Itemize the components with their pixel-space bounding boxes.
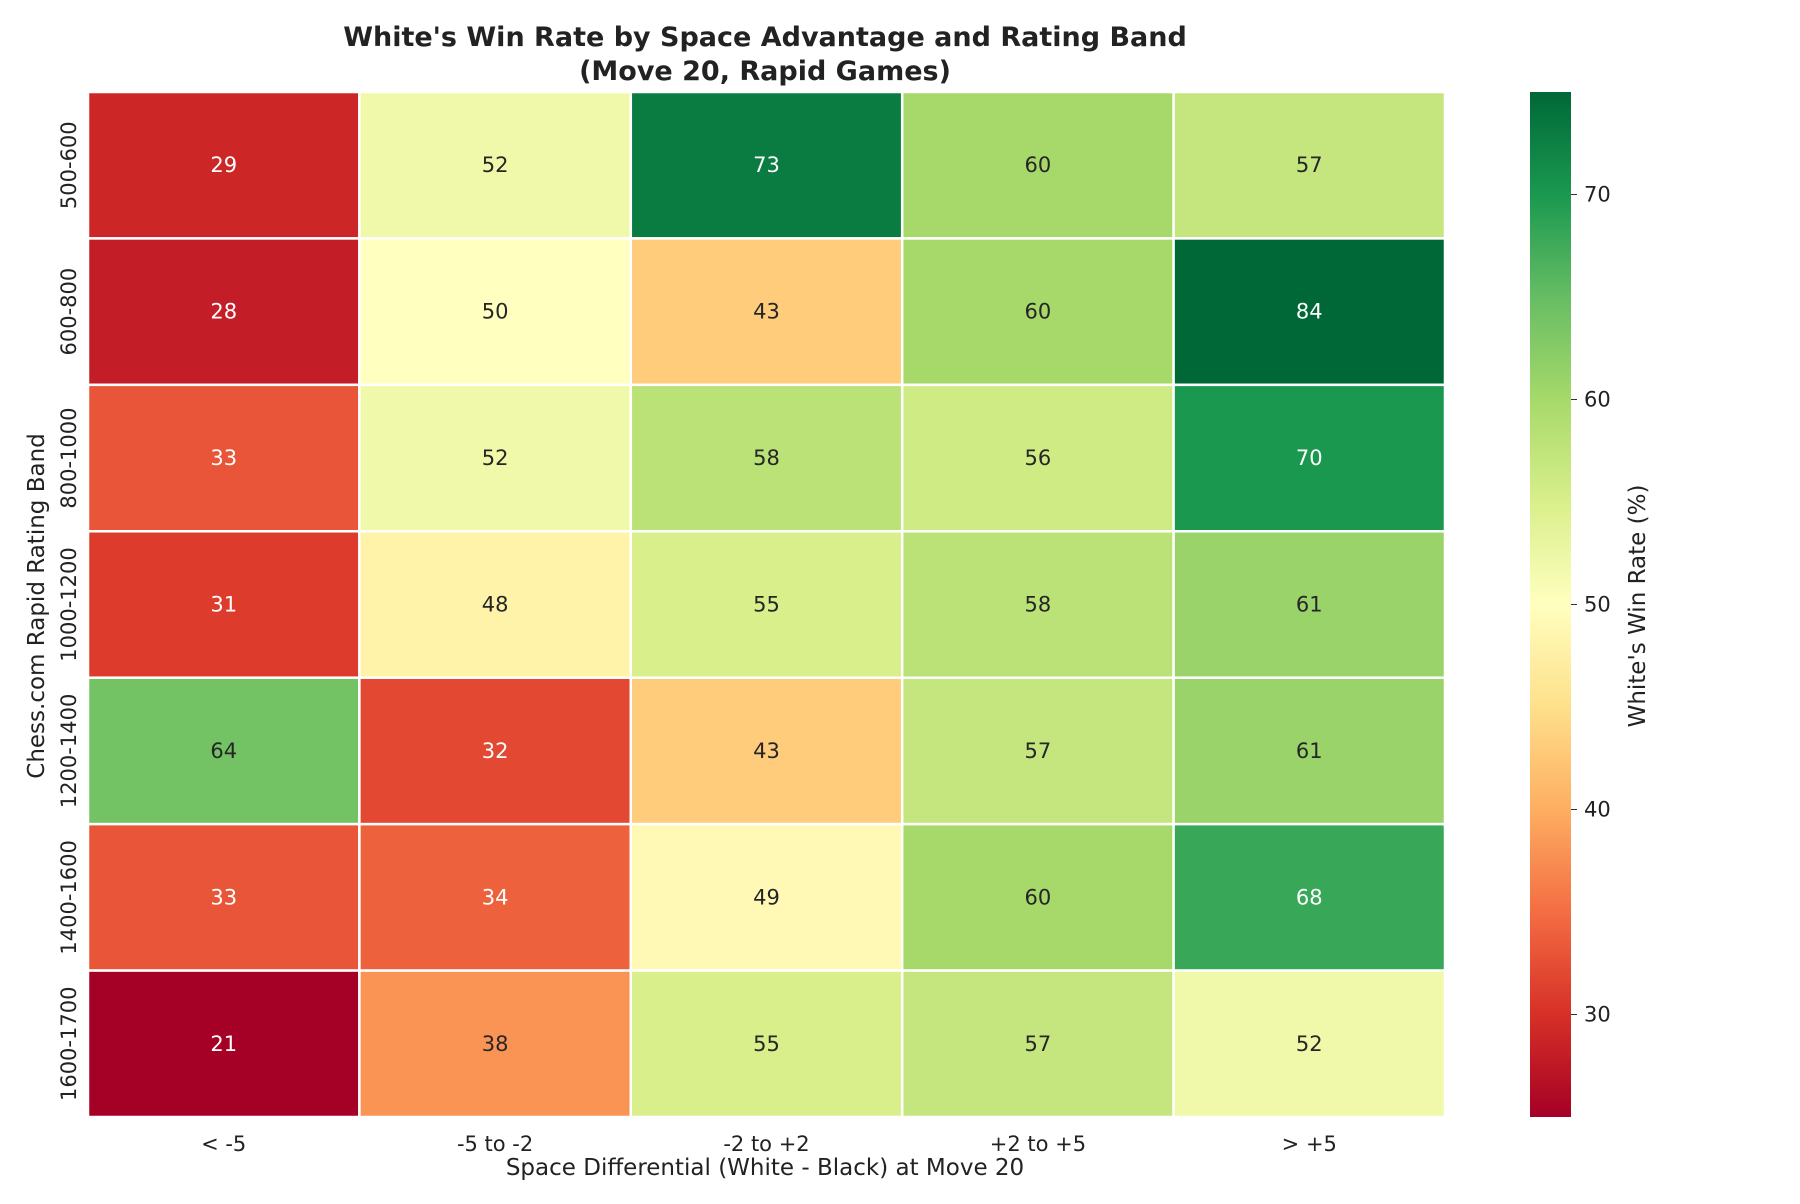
colorbar-tick-label: 60 [1584,388,1611,412]
heatmap-cell [900,822,1175,972]
x-tick-label: -5 to -2 [457,1132,533,1156]
x-tick-label: < -5 [201,1132,246,1156]
x-tick-label: +2 to +5 [990,1132,1086,1156]
heatmap-cell [358,90,633,240]
cell-value-label: 56 [1025,446,1052,470]
heatmap-cell [629,676,904,826]
heatmap-cell [1172,237,1447,387]
y-tick-label: 500-600 [57,121,81,209]
cell-value-label: 49 [753,885,780,909]
y-axis-label: Chess.com Rapid Rating Band [24,433,50,778]
heatmap-cell [629,383,904,533]
x-tick-label: > +5 [1282,1132,1337,1156]
y-axis-tick-labels: 500-600 600-800 800-1000 1000-1200 1200-1400… [57,121,81,1101]
cell-value-label: 52 [1296,1032,1323,1056]
cell-value-label: 61 [1296,593,1323,617]
cell-value-label: 73 [753,153,780,177]
y-tick-label: 1000-1200 [57,547,81,661]
cell-value-label: 31 [210,593,237,617]
heatmap-cell [1172,530,1447,679]
cell-value-label: 58 [1025,593,1052,617]
heatmap-cell [358,383,633,533]
cell-value-label: 21 [210,1032,237,1056]
x-tick-label: -2 to +2 [723,1132,809,1156]
cell-value-label: 32 [482,739,509,763]
cell-value-label: 58 [753,446,780,470]
cell-value-label: 57 [1025,1032,1052,1056]
y-tick-label: 600-800 [57,268,81,356]
chart-title-line-1: White's Win Rate by Space Advantage and … [343,22,1187,53]
cell-value-label: 29 [210,153,237,177]
heatmap-cell [629,90,904,240]
heatmap-cell [86,969,361,1119]
chart-title-line-2: (Move 20, Rapid Games) [579,56,951,87]
colorbar-tick-label: 40 [1584,798,1611,822]
colorbar-ticks: 30 40 50 60 70 [1571,183,1611,1027]
heatmap-cell [629,530,904,679]
heatmap-cells [86,90,1447,1119]
cell-value-label: 60 [1025,885,1052,909]
heatmap-cell [358,822,633,972]
heatmap-cell [358,530,633,679]
cell-value-label: 70 [1296,446,1323,470]
cell-value-label: 50 [482,300,509,324]
heatmap-cell [1172,822,1447,972]
colorbar-tick-label: 70 [1584,183,1611,207]
heatmap-cell [86,237,361,387]
heatmap-cell [629,822,904,972]
heatmap-cell [86,530,361,679]
y-tick-label: 800-1000 [57,408,81,509]
heatmap-cell [86,676,361,826]
colorbar [1530,92,1571,1117]
cell-value-label: 28 [210,300,237,324]
cell-value-label: 55 [753,593,780,617]
cell-value-label: 48 [482,593,509,617]
cell-value-label: 33 [210,446,237,470]
cell-value-label: 64 [210,739,237,763]
cell-value-label: 60 [1025,153,1052,177]
cell-value-label: 61 [1296,739,1323,763]
heatmap-cell [1172,969,1447,1119]
cell-value-label: 52 [482,153,509,177]
heatmap-cell [900,383,1175,533]
cell-value-label: 57 [1025,739,1052,763]
cell-value-label: 34 [482,885,509,909]
heatmap-cell [629,237,904,387]
colorbar-tick-label: 30 [1584,1003,1611,1027]
cell-value-label: 38 [482,1032,509,1056]
cell-value-label: 55 [753,1032,780,1056]
cell-value-label: 57 [1296,153,1323,177]
cell-value-label: 52 [482,446,509,470]
y-tick-label: 1200-1400 [57,694,81,808]
y-tick-label: 1600-1700 [57,987,81,1101]
cell-value-label: 33 [210,885,237,909]
heatmap-cell [86,90,361,240]
cell-value-label: 84 [1296,300,1323,324]
colorbar-label: White's Win Rate (%) [1625,485,1651,728]
y-tick-label: 1400-1600 [57,840,81,954]
heatmap-cell [1172,90,1447,240]
heatmap-cell [900,90,1175,240]
cell-value-label: 68 [1296,885,1323,909]
heatmap-cell [358,676,633,826]
heatmap-cell [900,969,1175,1119]
heatmap-cell [900,530,1175,679]
colorbar-tick-label: 50 [1584,593,1611,617]
heatmap-cell [1172,676,1447,826]
x-axis-tick-labels: < -5 -5 to -2 -2 to +2 +2 to +5 > +5 [201,1132,1337,1156]
heatmap-cell-labels: 29 52 73 60 57 28 50 43 60 84 33 52 58 56 70 31 48 55 58 61… [210,153,1322,1056]
cell-value-label: 60 [1025,300,1052,324]
cell-value-label: 43 [753,300,780,324]
heatmap-cell [1172,383,1447,533]
x-axis-label: Space Differential (White - Black) at Mo… [506,1155,1024,1181]
cell-value-label: 43 [753,739,780,763]
